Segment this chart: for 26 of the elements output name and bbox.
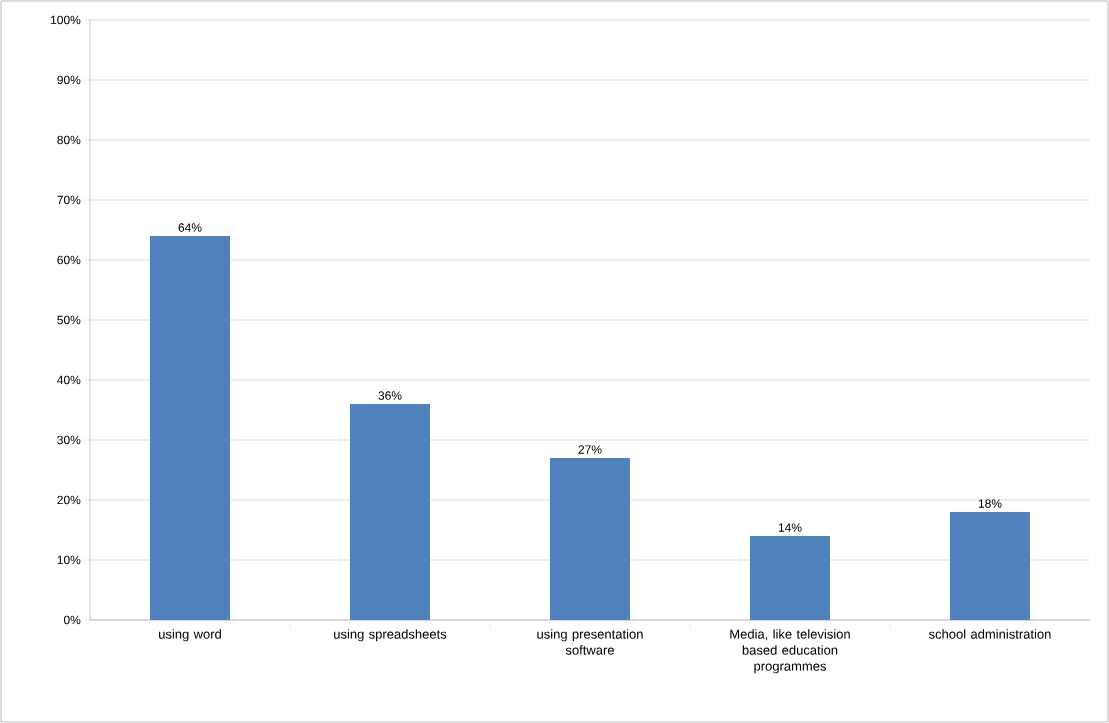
y-tick-label: 20% [57,495,81,505]
data-label: 18% [978,499,1002,508]
y-tick-label: 100% [51,15,81,25]
y-tick-label: 40% [57,375,81,385]
bar [350,403,430,620]
x-tick-label: Media, like television based education programmes [730,629,850,674]
bar [749,535,830,620]
y-tick-label: 30% [57,435,81,445]
bar [150,235,231,620]
y-tick-label: 50% [57,315,81,325]
y-tick-label: 0% [63,615,81,625]
data-label: 36% [378,391,402,400]
data-label: 27% [578,445,602,454]
y-tick-label: 60% [57,255,81,265]
x-tick-label: school administration [928,629,1051,639]
y-tick-label: 70% [57,195,81,205]
x-tick-label: using spreadsheets [334,629,447,642]
data-label: 14% [778,523,802,532]
x-tick-label: using presentation software [537,629,643,655]
bar [550,457,630,620]
x-tick-label: using word [159,629,221,642]
y-tick-label: 10% [57,555,81,565]
y-tick-label: 90% [57,75,81,85]
bar [949,511,1030,620]
y-tick-label: 80% [57,135,81,145]
data-label: 64% [178,223,202,232]
